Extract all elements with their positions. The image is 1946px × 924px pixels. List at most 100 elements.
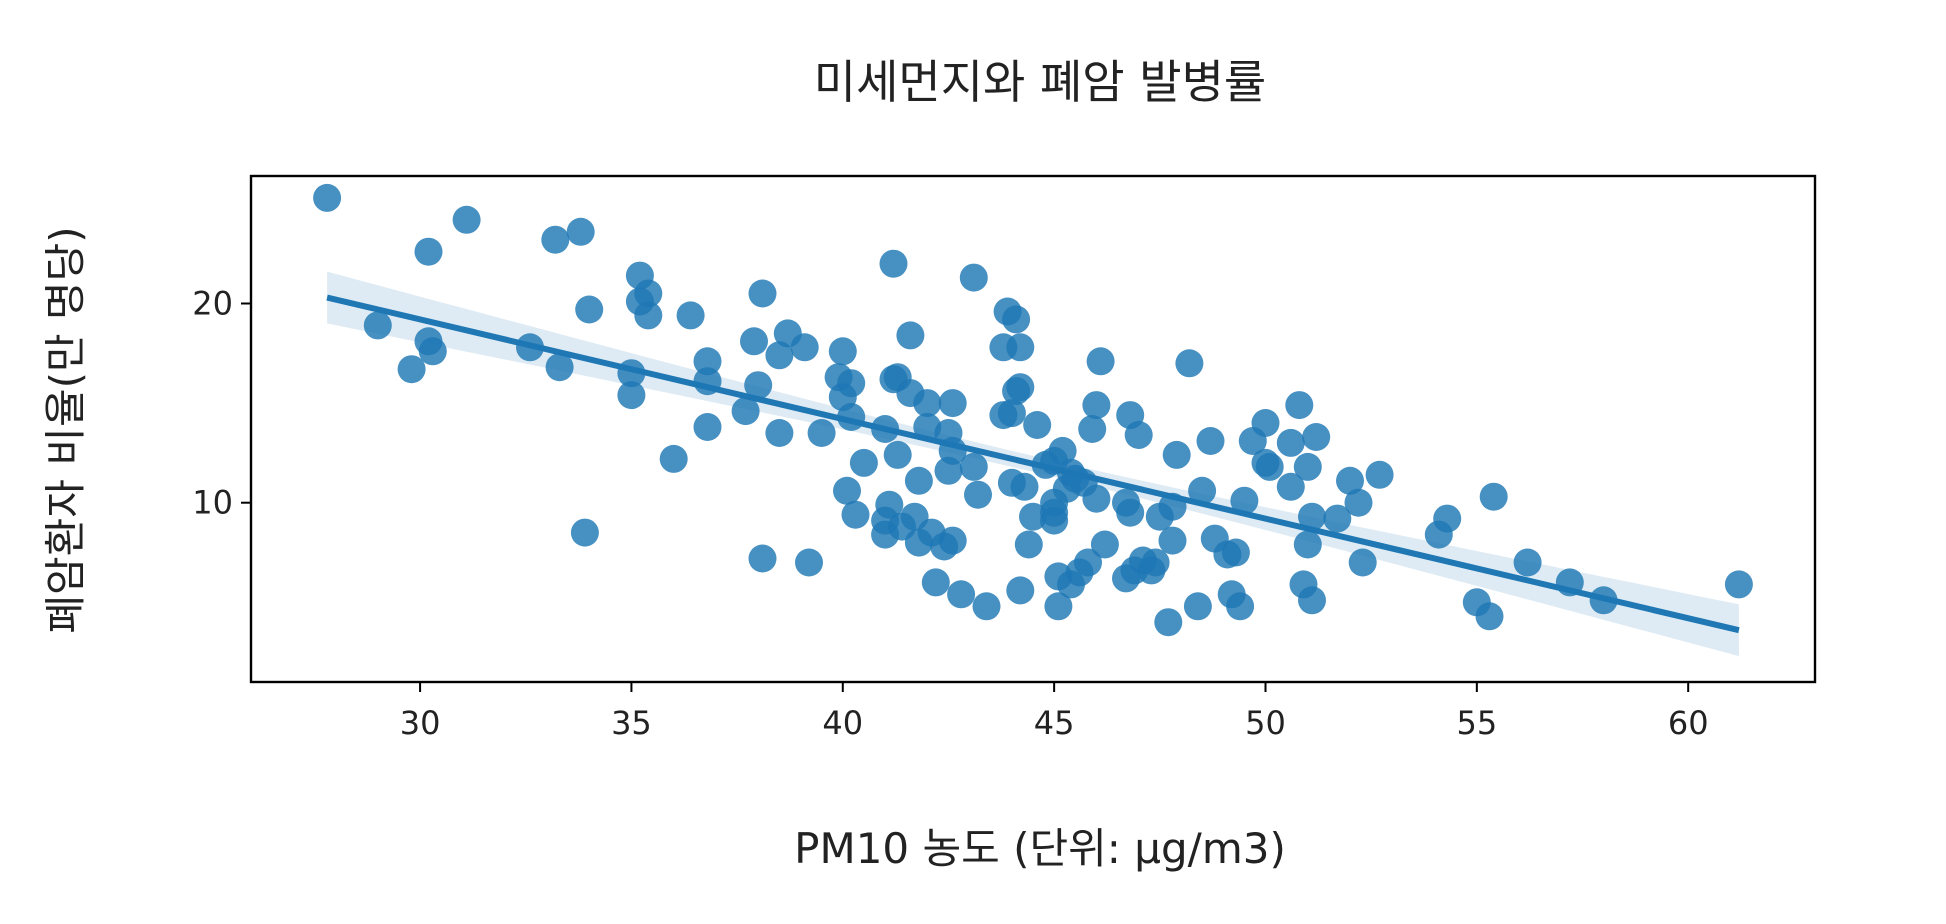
data-point: [795, 548, 823, 577]
data-point: [1006, 576, 1035, 605]
data-point: [1285, 391, 1314, 420]
data-point: [1040, 498, 1069, 527]
data-point: [740, 327, 768, 356]
data-point: [875, 490, 904, 519]
data-point: [997, 399, 1026, 428]
data-point: [883, 440, 912, 469]
data-point: [1251, 409, 1280, 437]
data-point: [1183, 592, 1212, 621]
x-tick-label: 45: [1034, 704, 1075, 742]
data-point: [1348, 548, 1377, 577]
data-point: [938, 526, 967, 555]
data-point: [659, 444, 688, 473]
data-point: [1221, 538, 1250, 567]
x-tick-label: 60: [1668, 704, 1709, 742]
data-point: [414, 237, 443, 266]
data-point: [1154, 608, 1183, 637]
data-point: [833, 476, 861, 505]
data-point: [1513, 548, 1542, 577]
data-point: [1336, 466, 1364, 495]
data-point: [828, 337, 857, 366]
data-point: [1589, 586, 1618, 615]
data-point: [896, 321, 925, 350]
data-point: [1082, 484, 1111, 513]
data-point: [837, 403, 866, 431]
data-point: [566, 217, 595, 246]
data-point: [617, 359, 646, 388]
data-point: [397, 355, 426, 384]
x-tick-label: 35: [611, 704, 652, 742]
data-point: [1010, 472, 1039, 501]
y-axis-label: 폐암환자 비율(만 명당): [41, 226, 90, 633]
data-point: [904, 466, 933, 495]
data-point: [849, 448, 878, 477]
data-point: [1724, 570, 1753, 599]
data-point: [748, 279, 777, 308]
x-tick-label: 30: [400, 704, 441, 742]
data-point: [790, 333, 819, 362]
data-point: [1302, 423, 1331, 451]
data-point: [1019, 502, 1047, 531]
data-point: [921, 568, 950, 597]
data-point: [313, 183, 342, 212]
data-point: [452, 205, 481, 234]
data-point: [748, 544, 777, 573]
data-point: [1006, 333, 1035, 362]
data-point: [1116, 498, 1145, 527]
x-tick-label: 50: [1245, 704, 1286, 742]
data-point: [765, 341, 794, 370]
data-point: [1344, 488, 1373, 517]
data-point: [617, 381, 646, 410]
data-point: [693, 347, 722, 376]
data-point: [959, 452, 988, 481]
data-point: [1365, 460, 1394, 489]
data-point: [575, 295, 604, 324]
data-point: [1226, 592, 1255, 621]
data-point: [1175, 349, 1204, 378]
data-point: [1433, 504, 1462, 533]
chart-title: 미세먼지와 폐암 발병률: [814, 55, 1266, 109]
data-point: [570, 518, 599, 547]
data-point: [1082, 391, 1111, 420]
data-point: [1158, 492, 1187, 521]
data-point: [947, 580, 976, 609]
data-point: [765, 419, 794, 447]
data-point: [1074, 548, 1102, 577]
data-point: [693, 413, 722, 441]
data-point: [545, 353, 574, 382]
data-point: [1158, 526, 1187, 555]
data-point: [1276, 472, 1305, 501]
data-point: [1090, 530, 1119, 559]
y-tick-label: 10: [192, 484, 233, 522]
data-point: [959, 263, 988, 292]
data-point: [418, 337, 447, 366]
data-point: [1141, 548, 1170, 577]
data-point: [807, 419, 836, 447]
data-point: [1555, 568, 1584, 597]
x-tick-label: 55: [1456, 704, 1497, 742]
data-point: [516, 333, 544, 362]
data-point: [363, 311, 392, 340]
data-point: [837, 369, 866, 398]
data-point: [1230, 486, 1259, 515]
data-point: [1276, 428, 1305, 457]
x-axis-label: PM10 농도 (단위: μg/m3): [794, 824, 1286, 873]
x-tick-label: 40: [822, 704, 863, 742]
plot-area: 30 35 40 45 50 55 60 10 20: [192, 183, 1753, 742]
data-point: [964, 480, 992, 509]
data-point: [938, 436, 967, 465]
data-point: [1006, 373, 1035, 402]
data-point: [693, 367, 722, 396]
data-point: [1014, 530, 1043, 559]
data-point: [744, 371, 773, 400]
data-point: [871, 415, 900, 443]
data-point: [1078, 415, 1107, 443]
data-point: [913, 413, 942, 441]
data-point: [879, 249, 908, 278]
data-point: [913, 389, 942, 418]
data-point: [541, 225, 570, 254]
data-point: [1196, 427, 1225, 455]
data-point: [1293, 530, 1322, 559]
data-point: [1086, 347, 1115, 376]
data-point: [1044, 592, 1073, 621]
